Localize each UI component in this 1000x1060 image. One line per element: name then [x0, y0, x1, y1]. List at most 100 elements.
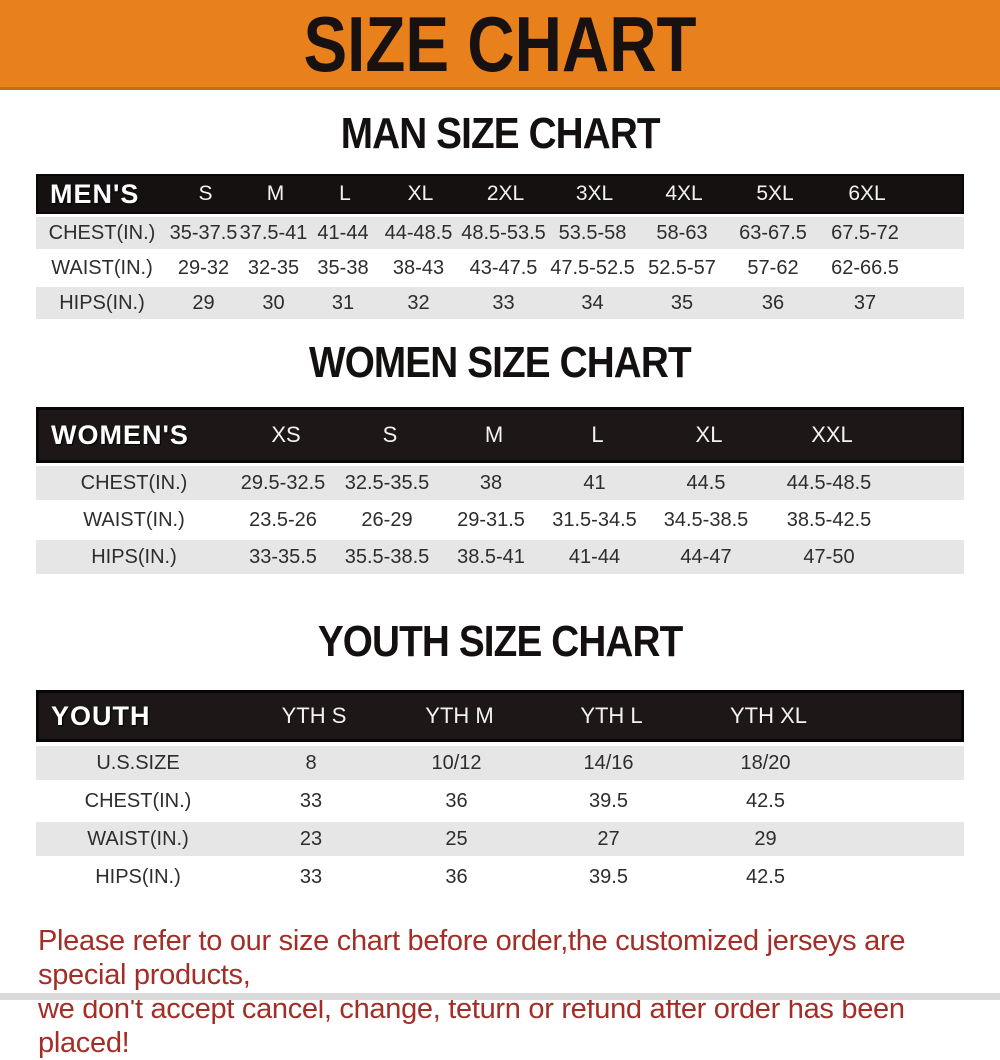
row-label: CHEST(IN.): [84, 789, 192, 812]
size-value: 35-37.5: [169, 221, 238, 244]
column-header: 6XL: [848, 182, 886, 205]
row-label: HIPS(IN.): [59, 291, 145, 314]
column-header: 2XL: [486, 182, 525, 205]
size-value: 44-48.5: [384, 221, 453, 244]
size-value: 31: [331, 291, 355, 314]
column-header: XL: [407, 182, 434, 205]
table-row: WAIST(IN.) 23 25 27 29: [36, 822, 964, 856]
size-value: 38.5-41: [457, 545, 525, 568]
column-header: 4XL: [665, 182, 703, 205]
size-value: 34: [581, 291, 604, 314]
row-label: WAIST(IN.): [87, 827, 189, 850]
size-value: 29: [192, 291, 215, 314]
disclaimer-line-1: Please refer to our size chart before or…: [38, 925, 906, 991]
size-value: 44-47: [680, 545, 732, 568]
youth-table-header-row: YOUTH YTH S YTH M YTH L YTH XL: [36, 690, 964, 742]
womens-table-body: CHEST(IN.) 29.5-32.5 32.5-35.5 38 41 44.5 44.5…: [36, 466, 964, 574]
size-value: 29-31.5: [457, 508, 525, 531]
womens-section-title: WOMEN SIZE CHART: [0, 341, 1000, 385]
size-value: 36: [445, 789, 468, 812]
table-corner-label: YOUTH: [51, 700, 151, 731]
mens-size-table: MEN'S S M L XL 2XL 3XL 4XL 5XL 6XL CHEST(IN.) 35-3…: [36, 174, 964, 319]
size-value: 23: [299, 827, 323, 850]
size-value: 42.5: [746, 865, 785, 888]
size-value: 10/12: [431, 751, 482, 774]
size-value: 44.5-48.5: [786, 471, 872, 494]
size-value: 23.5-26: [249, 508, 317, 531]
size-value: 41: [583, 471, 606, 494]
column-header: 5XL: [756, 182, 794, 205]
size-value: 32.5-35.5: [344, 471, 430, 494]
table-row: CHEST(IN.) 29.5-32.5 32.5-35.5 38 41 44.5 44.5…: [36, 466, 964, 500]
size-value: 29-32: [177, 256, 230, 279]
table-corner-label: WOMEN'S: [51, 419, 189, 450]
size-value: 35.5-38.5: [344, 545, 430, 568]
size-value: 37: [853, 291, 877, 314]
youth-size-table: YOUTH YTH S YTH M YTH L YTH XL U.S.SIZE 8 10/1…: [36, 690, 964, 894]
womens-table-header-row: WOMEN'S XS S M L XL XXL: [36, 407, 964, 463]
size-value: 36: [445, 865, 468, 888]
size-value: 57-62: [747, 256, 799, 279]
youth-section-title-text: YOUTH SIZE CHART: [317, 617, 683, 666]
column-header: 3XL: [575, 182, 614, 205]
size-chart-banner: SIZE CHART: [0, 0, 1000, 90]
column-header: S: [198, 182, 213, 205]
column-header: YTH S: [281, 703, 347, 728]
size-value: 48.5-53.5: [461, 221, 546, 244]
womens-section-title-text: WOMEN SIZE CHART: [309, 338, 692, 387]
table-row: WAIST(IN.) 29-32 32-35 35-38 38-43 43-47.5 47.…: [36, 252, 964, 284]
size-value: 44.5: [686, 471, 726, 494]
size-value: 42.5: [746, 789, 785, 812]
column-header: XL: [695, 422, 723, 447]
column-header: YTH M: [425, 703, 494, 728]
table-row: HIPS(IN.) 33-35.5 35.5-38.5 38.5-41 41-44 44-…: [36, 540, 964, 574]
disclaimer-text: Please refer to our size chart before or…: [0, 924, 1000, 1060]
size-value: 33: [299, 789, 323, 812]
column-header: M: [484, 422, 504, 447]
row-label: HIPS(IN.): [91, 545, 177, 568]
size-value: 38.5-42.5: [786, 508, 872, 531]
photo-edge-strip: [0, 993, 1000, 1000]
table-row: CHEST(IN.) 33 36 39.5 42.5: [36, 784, 964, 818]
size-value: 14/16: [583, 751, 634, 774]
table-corner-label: MEN'S: [50, 178, 140, 209]
mens-table-body: CHEST(IN.) 35-37.5 37.5-41 41-44 44-48.5 48.5…: [36, 217, 964, 319]
row-label: CHEST(IN.): [48, 221, 156, 244]
table-row: HIPS(IN.) 33 36 39.5 42.5: [36, 860, 964, 894]
womens-size-table: WOMEN'S XS S M L XL XXL CHEST(IN.) 29.5-32.5 32.…: [36, 407, 964, 574]
size-value: 35-38: [317, 256, 369, 279]
column-header: YTH L: [580, 703, 643, 728]
size-value: 36: [761, 291, 785, 314]
size-value: 29: [754, 827, 777, 850]
column-header: L: [339, 182, 351, 205]
mens-section-title-text: MAN SIZE CHART: [340, 109, 661, 158]
size-value: 39.5: [589, 865, 628, 888]
size-value: 32: [407, 291, 430, 314]
mens-table-header-row: MEN'S S M L XL 2XL 3XL 4XL 5XL 6XL: [36, 174, 964, 214]
size-value: 58-63: [656, 221, 708, 244]
row-label: WAIST(IN.): [83, 508, 185, 531]
table-row: HIPS(IN.) 29 30 31 32 33 34 35 36 37: [36, 287, 964, 319]
size-value: 8: [305, 751, 317, 774]
column-header: XS: [271, 422, 301, 447]
row-label: HIPS(IN.): [95, 865, 181, 888]
size-value: 53.5-58: [558, 221, 627, 244]
size-value: 41-44: [568, 545, 621, 568]
size-value: 18/20: [740, 751, 791, 774]
size-value: 25: [445, 827, 468, 850]
size-value: 47.5-52.5: [550, 256, 635, 279]
size-value: 63-67.5: [739, 221, 807, 244]
size-value: 27: [597, 827, 620, 850]
row-label: U.S.SIZE: [96, 751, 180, 774]
column-header: S: [382, 422, 398, 447]
column-header: M: [266, 182, 285, 205]
size-value: 30: [262, 291, 285, 314]
disclaimer-line-2: we don't accept cancel, change, teturn o…: [38, 993, 905, 1059]
row-label: CHEST(IN.): [80, 471, 188, 494]
youth-table-body: U.S.SIZE 8 10/12 14/16 18/20 CHEST(IN.) 33 36 39…: [36, 746, 964, 894]
size-value: 67.5-72: [831, 221, 899, 244]
size-value: 33-35.5: [249, 545, 317, 568]
table-row: CHEST(IN.) 35-37.5 37.5-41 41-44 44-48.5 48.5…: [36, 217, 964, 249]
column-header: XXL: [811, 422, 853, 447]
size-value: 38: [479, 471, 503, 494]
